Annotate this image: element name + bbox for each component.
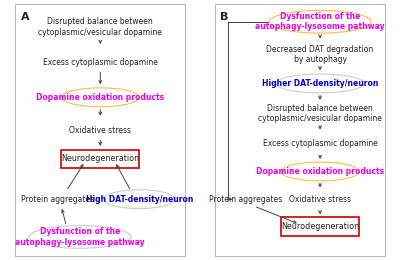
Text: Dopamine oxidation products: Dopamine oxidation products: [36, 93, 164, 102]
Text: Dopamine oxidation products: Dopamine oxidation products: [256, 167, 384, 176]
Text: Neurodegeneration: Neurodegeneration: [61, 154, 139, 164]
Text: Decreased DAT degradation
by autophagy: Decreased DAT degradation by autophagy: [266, 45, 374, 64]
Text: Disrupted balance between
cytoplasmic/vesicular dopamine: Disrupted balance between cytoplasmic/ve…: [258, 104, 382, 123]
Text: Dysfunction of the
autophagy-lysosome pathway: Dysfunction of the autophagy-lysosome pa…: [255, 12, 385, 31]
Text: Protein aggregates: Protein aggregates: [21, 195, 94, 204]
Text: Higher DAT-density/neuron: Higher DAT-density/neuron: [262, 79, 378, 88]
Bar: [61, 150, 139, 168]
Text: Protein aggregates: Protein aggregates: [209, 195, 282, 204]
Text: Excess cytoplasmic dopamine: Excess cytoplasmic dopamine: [43, 57, 158, 67]
Text: High DAT-density/neuron: High DAT-density/neuron: [86, 195, 193, 204]
Text: Dysfunction of the
autophagy-lysosome pathway: Dysfunction of the autophagy-lysosome pa…: [15, 227, 145, 247]
Ellipse shape: [276, 74, 364, 93]
Ellipse shape: [104, 190, 175, 209]
Text: A: A: [20, 12, 29, 22]
Ellipse shape: [269, 10, 371, 33]
Text: B: B: [220, 12, 228, 22]
Ellipse shape: [281, 162, 359, 181]
Text: Disrupted balance between
cytoplasmic/vesicular dopamine: Disrupted balance between cytoplasmic/ve…: [38, 17, 162, 36]
Ellipse shape: [61, 88, 139, 107]
Text: Neurodegeneration: Neurodegeneration: [281, 222, 359, 231]
Ellipse shape: [29, 226, 131, 248]
Text: Excess cytoplasmic dopamine: Excess cytoplasmic dopamine: [263, 139, 378, 148]
Bar: [281, 217, 359, 236]
Text: Oxidative stress: Oxidative stress: [289, 195, 351, 204]
Text: Oxidative stress: Oxidative stress: [69, 126, 131, 134]
